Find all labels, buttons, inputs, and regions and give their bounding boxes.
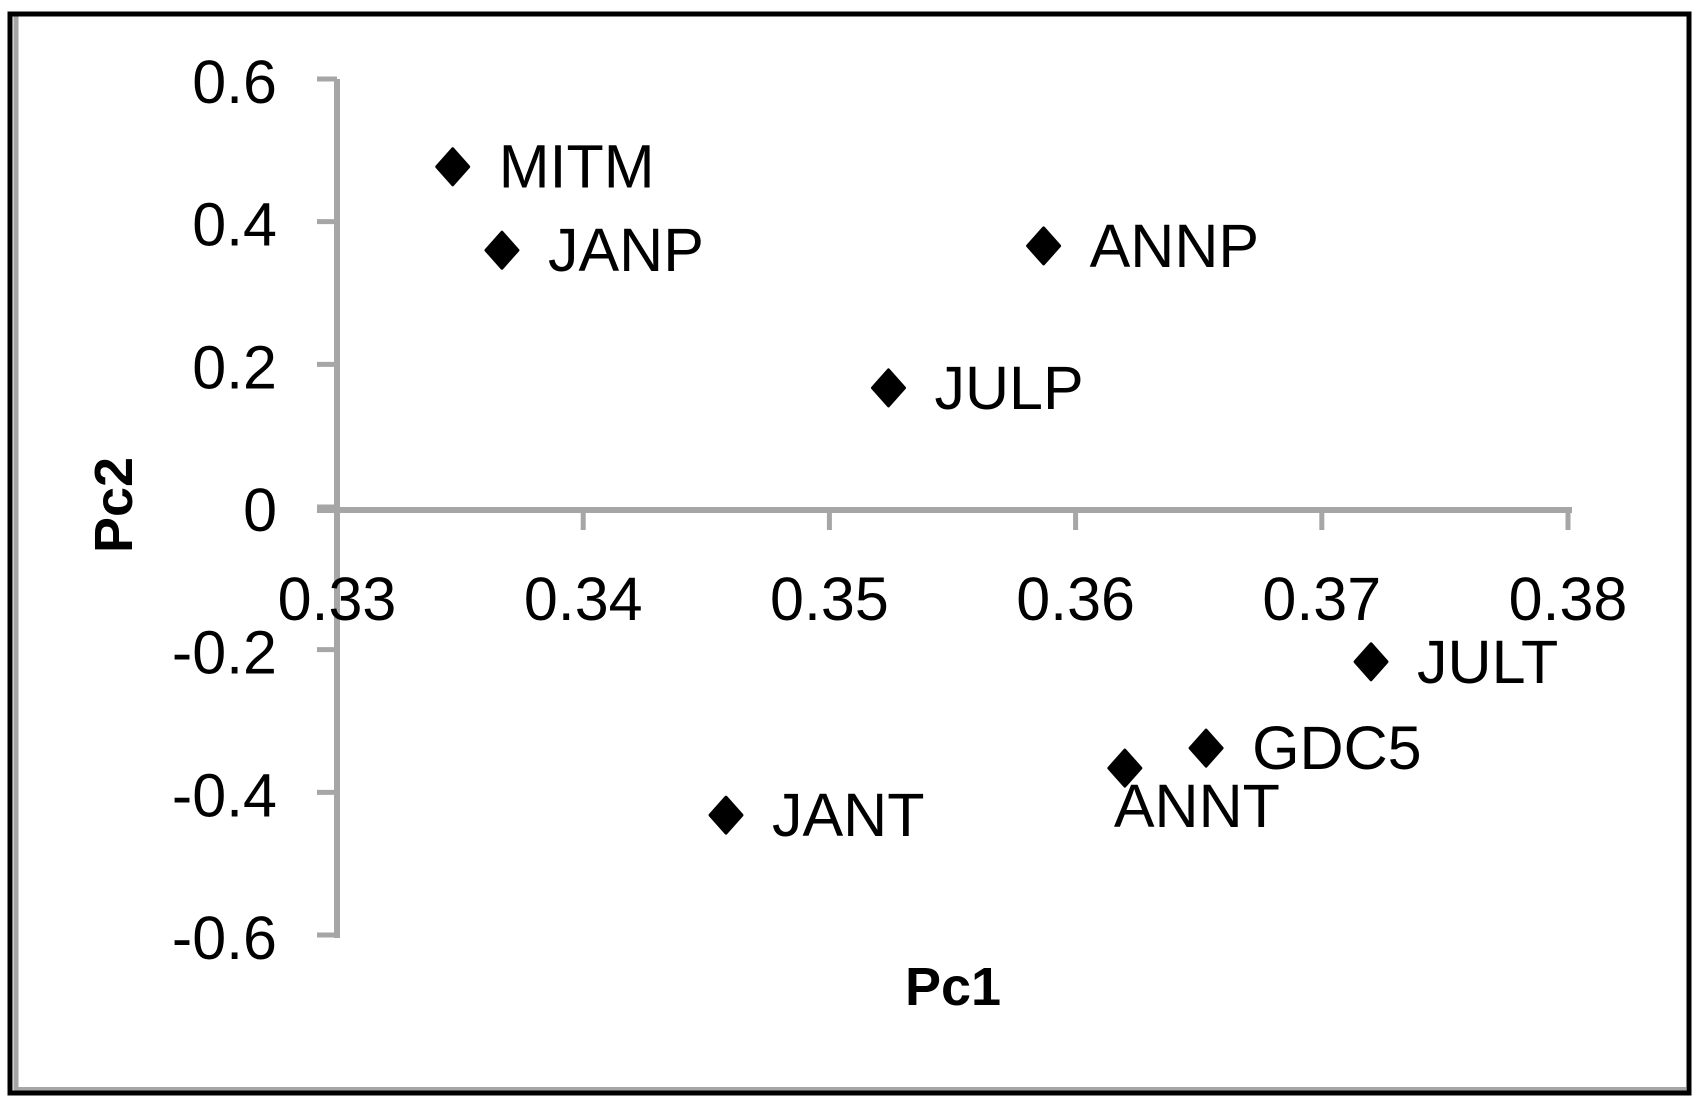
diamond-marker xyxy=(1353,642,1389,682)
y-tick-label: -0.4 xyxy=(172,761,277,829)
y-tick-label: -0.6 xyxy=(172,904,277,972)
point-label: GDC5 xyxy=(1252,714,1421,782)
diamond-marker xyxy=(1188,728,1224,768)
x-tick-label: 0.37 xyxy=(1262,565,1381,633)
point-label: JULT xyxy=(1417,628,1558,696)
y-axis-title: Pc2 xyxy=(84,457,144,553)
diamond-marker xyxy=(1107,748,1143,788)
data-point-GDC5: GDC5 xyxy=(1188,714,1422,782)
diamond-marker xyxy=(1026,226,1062,266)
data-point-ANNP: ANNP xyxy=(1026,212,1259,280)
diamond-marker xyxy=(708,795,744,835)
diamond-marker xyxy=(870,368,906,408)
y-tick-label: 0.4 xyxy=(192,191,277,259)
point-label: JANP xyxy=(548,216,704,284)
point-label: ANNP xyxy=(1090,212,1259,280)
point-label: ANNT xyxy=(1114,772,1280,840)
x-tick-label: 0.33 xyxy=(278,565,397,633)
y-tick-label: 0.6 xyxy=(192,48,277,116)
x-tick-label: 0.38 xyxy=(1509,565,1628,633)
x-tick-label: 0.34 xyxy=(524,565,643,633)
data-point-JANT: JANT xyxy=(708,781,925,849)
diamond-marker xyxy=(435,147,471,187)
diamond-marker xyxy=(484,230,520,270)
y-tick-label: 0 xyxy=(243,476,277,544)
point-label: JULP xyxy=(934,354,1083,422)
data-point-JULP: JULP xyxy=(870,354,1084,422)
data-point-JULT: JULT xyxy=(1353,628,1558,696)
x-tick-label: 0.36 xyxy=(1016,565,1135,633)
data-point-ANNT: ANNT xyxy=(1107,748,1280,840)
y-tick-label: -0.2 xyxy=(172,619,277,687)
point-label: JANT xyxy=(772,781,925,849)
point-label: MITM xyxy=(499,133,655,201)
data-point-MITM: MITM xyxy=(435,133,655,201)
data-point-JANP: JANP xyxy=(484,216,704,284)
y-tick-label: 0.2 xyxy=(192,333,277,401)
x-axis-title: Pc1 xyxy=(905,957,1001,1017)
x-tick-label: 0.35 xyxy=(770,565,889,633)
figure-border xyxy=(7,11,1692,1096)
